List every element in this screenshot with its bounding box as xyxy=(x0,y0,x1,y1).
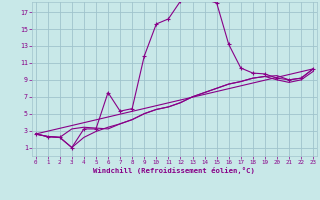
X-axis label: Windchill (Refroidissement éolien,°C): Windchill (Refroidissement éolien,°C) xyxy=(93,167,255,174)
